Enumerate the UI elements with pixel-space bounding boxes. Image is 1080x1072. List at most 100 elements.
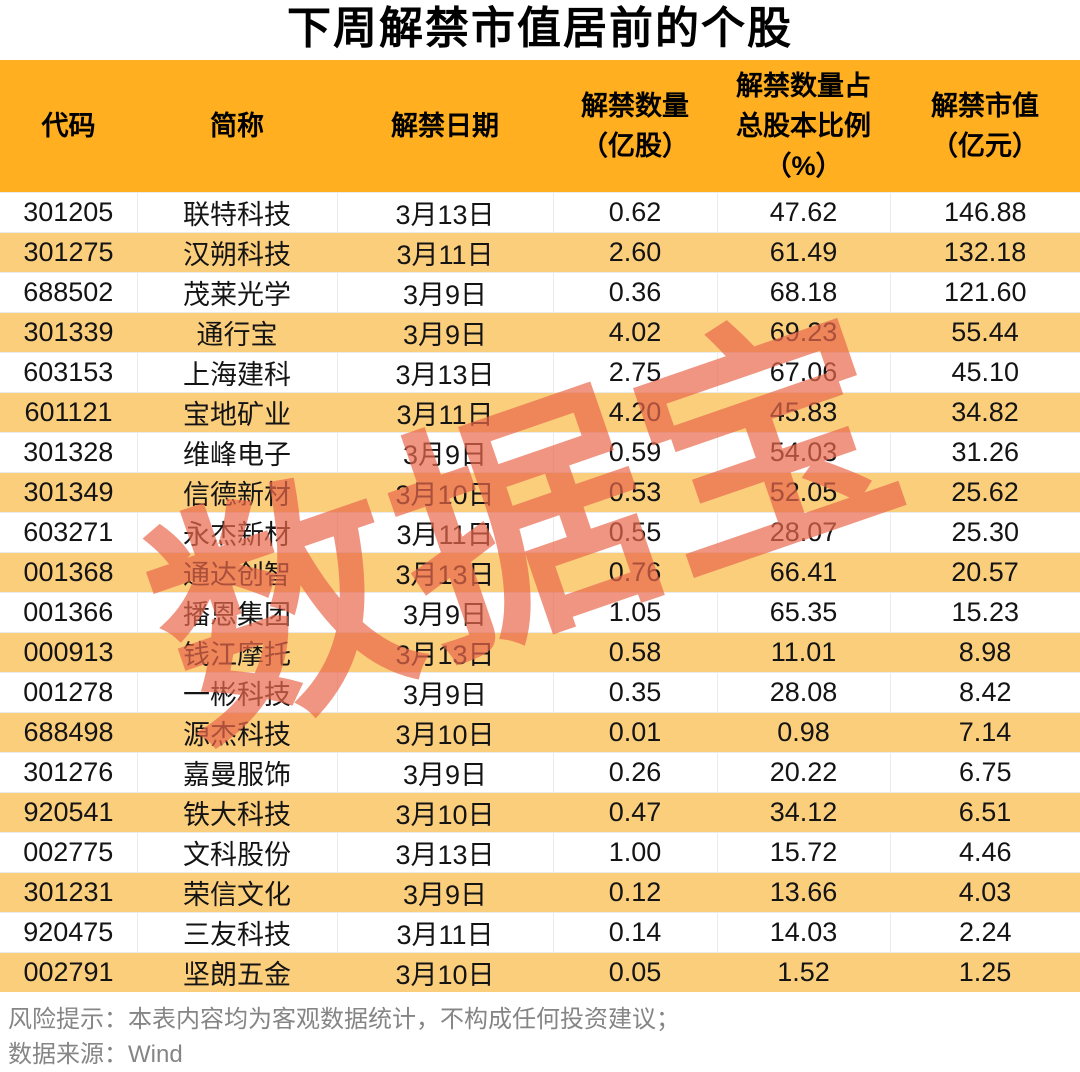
cell-unlock-qty: 0.26 xyxy=(552,751,718,793)
cell-code: 920475 xyxy=(0,911,138,953)
cell-unlock-mv: 4.03 xyxy=(890,872,1080,912)
table-row: 301349 信德新材 3月10日 0.53 52.05 25.62 xyxy=(0,472,1080,512)
page-title: 下周解禁市值居前的个股 xyxy=(287,4,793,53)
table-row: 301328 维峰电子 3月9日 0.59 54.03 31.26 xyxy=(0,431,1080,473)
cell-code: 301205 xyxy=(0,191,138,233)
cell-unlock-qty: 0.35 xyxy=(552,671,718,713)
data-source: 数据来源：Wind xyxy=(8,1040,183,1068)
cell-name: 汉朔科技 xyxy=(137,232,337,272)
table-row: 301205 联特科技 3月13日 0.62 47.62 146.88 xyxy=(0,191,1080,233)
cell-unlock-pct: 65.35 xyxy=(716,591,891,633)
cell-name: 一彬科技 xyxy=(136,671,338,713)
cell-date: 3月13日 xyxy=(337,552,553,592)
cell-name: 播恩集团 xyxy=(136,591,338,633)
unlock-table: 代码 简称 解禁日期 解禁数量 （亿股） 解禁数量占 总股本比例 （%） 解禁市… xyxy=(0,60,1080,992)
table-row: 301231 荣信文化 3月9日 0.12 13.66 4.03 xyxy=(0,872,1080,912)
cell-date: 3月11日 xyxy=(336,511,554,553)
cell-unlock-qty: 0.62 xyxy=(552,191,718,233)
cell-unlock-mv: 6.51 xyxy=(890,792,1080,832)
cell-code: 001368 xyxy=(0,552,137,592)
table-row: 301275 汉朔科技 3月11日 2.60 61.49 132.18 xyxy=(0,232,1080,272)
risk-note: 风险提示：本表内容均为客观数据统计，不构成任何投资建议； xyxy=(8,1005,680,1033)
table-row: 002791 坚朗五金 3月10日 0.05 1.52 1.25 xyxy=(0,952,1080,992)
cell-unlock-qty: 0.53 xyxy=(553,472,717,512)
cell-unlock-mv: 6.75 xyxy=(889,751,1080,793)
cell-unlock-mv: 55.44 xyxy=(890,312,1080,352)
cell-date: 3月13日 xyxy=(336,351,554,393)
table-row: 688498 源杰科技 3月10日 0.01 0.98 7.14 xyxy=(0,712,1080,752)
cell-unlock-pct: 0.98 xyxy=(717,712,890,752)
cell-unlock-qty: 0.55 xyxy=(552,511,718,553)
table-row: 603153 上海建科 3月13日 2.75 67.06 45.10 xyxy=(0,351,1080,393)
header-row: 代码 简称 解禁日期 解禁数量 （亿股） 解禁数量占 总股本比例 （%） 解禁市… xyxy=(0,60,1080,192)
table-row: 920541 铁大科技 3月10日 0.47 34.12 6.51 xyxy=(0,792,1080,832)
cell-date: 3月11日 xyxy=(337,232,553,272)
cell-unlock-qty: 0.58 xyxy=(553,632,717,672)
cell-unlock-qty: 0.05 xyxy=(553,952,717,992)
cell-name: 联特科技 xyxy=(136,191,338,233)
col-header-code: 代码 xyxy=(0,60,137,192)
cell-name: 通行宝 xyxy=(137,312,337,352)
cell-date: 3月11日 xyxy=(337,392,553,432)
cell-date: 3月9日 xyxy=(336,431,554,473)
cell-unlock-qty: 4.20 xyxy=(553,392,717,432)
table-header: 代码 简称 解禁日期 解禁数量 （亿股） 解禁数量占 总股本比例 （%） 解禁市… xyxy=(0,60,1080,192)
table-row: 603271 永杰新材 3月11日 0.55 28.07 25.30 xyxy=(0,511,1080,553)
cell-name: 文科股份 xyxy=(136,831,338,873)
cell-unlock-mv: 4.46 xyxy=(889,831,1080,873)
cell-code: 301339 xyxy=(0,312,137,352)
cell-unlock-mv: 15.23 xyxy=(889,591,1080,633)
cell-code: 688502 xyxy=(0,271,138,313)
cell-date: 3月11日 xyxy=(336,911,554,953)
cell-unlock-pct: 11.01 xyxy=(717,632,890,672)
cell-unlock-pct: 68.18 xyxy=(716,271,891,313)
cell-unlock-pct: 13.66 xyxy=(717,872,890,912)
cell-unlock-pct: 14.03 xyxy=(716,911,891,953)
cell-unlock-pct: 54.03 xyxy=(716,431,891,473)
table-row: 301339 通行宝 3月9日 4.02 69.23 55.44 xyxy=(0,312,1080,352)
cell-unlock-qty: 0.76 xyxy=(553,552,717,592)
cell-unlock-mv: 31.26 xyxy=(889,431,1080,473)
cell-code: 002775 xyxy=(0,831,138,873)
cell-name: 通达创智 xyxy=(137,552,337,592)
col-header-unlock-mv: 解禁市值 （亿元） xyxy=(890,60,1080,192)
cell-unlock-pct: 28.08 xyxy=(716,671,891,713)
cell-unlock-pct: 52.05 xyxy=(717,472,890,512)
cell-unlock-mv: 20.57 xyxy=(890,552,1080,592)
cell-date: 3月9日 xyxy=(336,591,554,633)
table-row: 001278 一彬科技 3月9日 0.35 28.08 8.42 xyxy=(0,671,1080,713)
table-row: 001366 播恩集团 3月9日 1.05 65.35 15.23 xyxy=(0,591,1080,633)
cell-date: 3月9日 xyxy=(336,671,554,713)
cell-date: 3月13日 xyxy=(337,632,553,672)
cell-unlock-pct: 34.12 xyxy=(717,792,890,832)
cell-date: 3月10日 xyxy=(337,952,553,992)
cell-unlock-mv: 8.42 xyxy=(889,671,1080,713)
cell-code: 301231 xyxy=(0,872,137,912)
cell-name: 钱江摩托 xyxy=(137,632,337,672)
cell-code: 301349 xyxy=(0,472,137,512)
cell-unlock-pct: 20.22 xyxy=(716,751,891,793)
cell-date: 3月9日 xyxy=(336,271,554,313)
cell-unlock-qty: 1.00 xyxy=(552,831,718,873)
cell-unlock-pct: 15.72 xyxy=(716,831,891,873)
cell-date: 3月10日 xyxy=(337,472,553,512)
cell-date: 3月13日 xyxy=(336,831,554,873)
cell-code: 920541 xyxy=(0,792,137,832)
cell-code: 002791 xyxy=(0,952,137,992)
cell-unlock-pct: 47.62 xyxy=(716,191,891,233)
cell-name: 上海建科 xyxy=(136,351,338,393)
footer: 风险提示：本表内容均为客观数据统计，不构成任何投资建议； 数据来源：Wind xyxy=(0,992,1080,1072)
cell-unlock-pct: 45.83 xyxy=(717,392,890,432)
table-row: 920475 三友科技 3月11日 0.14 14.03 2.24 xyxy=(0,911,1080,953)
cell-unlock-mv: 45.10 xyxy=(889,351,1080,393)
table-row: 001368 通达创智 3月13日 0.76 66.41 20.57 xyxy=(0,552,1080,592)
cell-unlock-mv: 2.24 xyxy=(889,911,1080,953)
cell-unlock-pct: 61.49 xyxy=(717,232,890,272)
cell-code: 603271 xyxy=(0,511,138,553)
cell-name: 永杰新材 xyxy=(136,511,338,553)
cell-code: 301275 xyxy=(0,232,137,272)
cell-unlock-pct: 67.06 xyxy=(716,351,891,393)
cell-unlock-qty: 1.05 xyxy=(552,591,718,633)
cell-unlock-pct: 69.23 xyxy=(717,312,890,352)
